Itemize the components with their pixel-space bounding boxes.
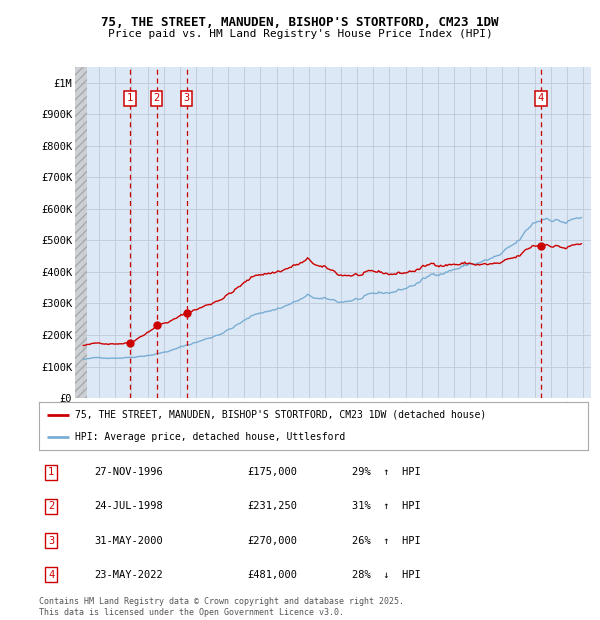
Text: 75, THE STREET, MANUDEN, BISHOP'S STORTFORD, CM23 1DW (detached house): 75, THE STREET, MANUDEN, BISHOP'S STORTF… xyxy=(74,410,486,420)
Text: 3: 3 xyxy=(184,94,190,104)
Text: HPI: Average price, detached house, Uttlesford: HPI: Average price, detached house, Uttl… xyxy=(74,432,345,442)
Text: 4: 4 xyxy=(48,570,54,580)
Text: 75, THE STREET, MANUDEN, BISHOP'S STORTFORD, CM23 1DW: 75, THE STREET, MANUDEN, BISHOP'S STORTF… xyxy=(101,16,499,29)
Text: Contains HM Land Registry data © Crown copyright and database right 2025.
This d: Contains HM Land Registry data © Crown c… xyxy=(39,598,404,617)
Text: 31%  ↑  HPI: 31% ↑ HPI xyxy=(352,502,421,512)
Text: 27-NOV-1996: 27-NOV-1996 xyxy=(94,467,163,477)
Text: 1: 1 xyxy=(127,94,133,104)
Text: £175,000: £175,000 xyxy=(248,467,298,477)
Text: 3: 3 xyxy=(48,536,54,546)
Text: 24-JUL-1998: 24-JUL-1998 xyxy=(94,502,163,512)
Text: 23-MAY-2022: 23-MAY-2022 xyxy=(94,570,163,580)
Bar xyxy=(75,67,87,398)
Text: £270,000: £270,000 xyxy=(248,536,298,546)
Text: 4: 4 xyxy=(538,94,544,104)
Text: 28%  ↓  HPI: 28% ↓ HPI xyxy=(352,570,421,580)
Text: £481,000: £481,000 xyxy=(248,570,298,580)
Text: 29%  ↑  HPI: 29% ↑ HPI xyxy=(352,467,421,477)
Text: 2: 2 xyxy=(154,94,160,104)
Text: 31-MAY-2000: 31-MAY-2000 xyxy=(94,536,163,546)
Text: Price paid vs. HM Land Registry's House Price Index (HPI): Price paid vs. HM Land Registry's House … xyxy=(107,29,493,39)
Text: 2: 2 xyxy=(48,502,54,512)
Text: 26%  ↑  HPI: 26% ↑ HPI xyxy=(352,536,421,546)
Text: 1: 1 xyxy=(48,467,54,477)
Text: £231,250: £231,250 xyxy=(248,502,298,512)
